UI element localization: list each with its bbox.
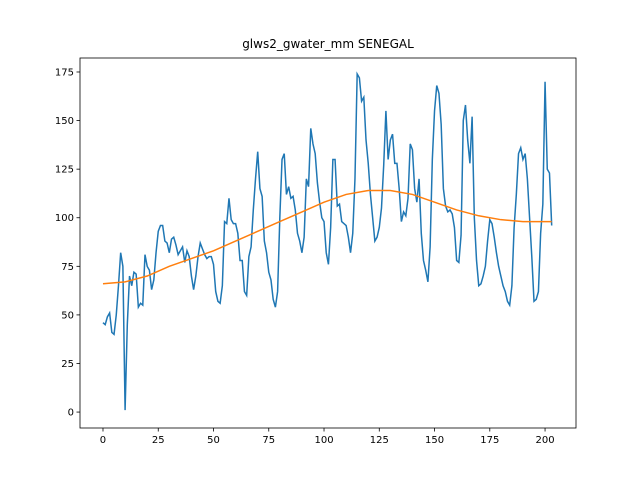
y-tick-label: 50 [61,310,74,321]
x-tick-label: 150 [425,435,444,446]
y-tick-label: 100 [55,213,74,224]
x-tick-label: 175 [480,435,499,446]
x-tick-label: 125 [370,435,389,446]
y-tick-label: 150 [55,116,74,127]
y-tick-label: 0 [68,408,74,419]
x-tick-label: 25 [152,435,165,446]
plot-frame [79,57,577,429]
y-tick-label: 125 [55,165,74,176]
x-tick-label: 50 [207,435,220,446]
x-tick-label: 100 [314,435,333,446]
x-tick-label: 75 [262,435,275,446]
x-tick-label: 0 [100,435,106,446]
series-line [102,189,552,285]
y-tick-label: 75 [61,262,74,273]
x-tick-label: 200 [536,435,555,446]
y-tick-label: 175 [55,67,74,78]
series-line [102,71,553,411]
y-tick-label: 25 [61,359,74,370]
chart-title: glws2_gwater_mm SENEGAL [242,37,414,51]
